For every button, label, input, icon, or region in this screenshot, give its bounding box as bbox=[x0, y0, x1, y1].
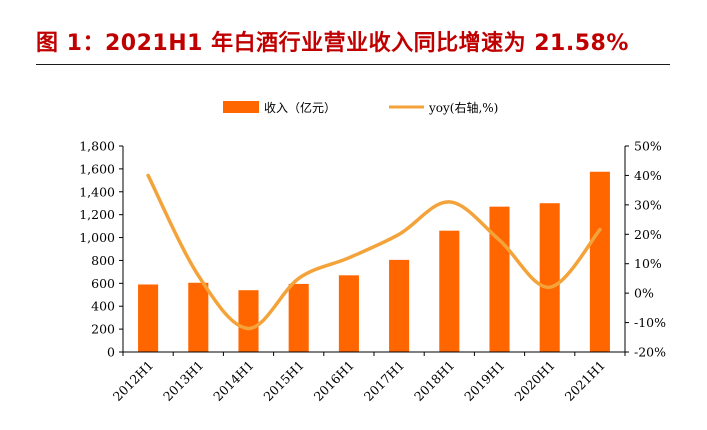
right-tick-label: -10% bbox=[634, 315, 666, 330]
x-tick-label: 2014H1 bbox=[210, 358, 256, 404]
bar-2015H1 bbox=[288, 283, 309, 352]
yoy-line bbox=[146, 173, 602, 331]
left-tick-label: 0 bbox=[107, 345, 115, 360]
left-tick-label: 1,600 bbox=[79, 161, 115, 176]
bar-2020H1 bbox=[539, 203, 560, 352]
left-tick-label: 1,000 bbox=[79, 230, 115, 245]
legend-line-label: yoy(右轴,%) bbox=[428, 100, 498, 115]
bar-2018H1 bbox=[439, 230, 460, 352]
bar-2017H1 bbox=[389, 259, 410, 352]
legend-bar-swatch bbox=[223, 101, 259, 113]
bar-2013H1 bbox=[188, 282, 209, 352]
left-tick-label: 600 bbox=[91, 276, 115, 291]
x-tick-label: 2018H1 bbox=[411, 358, 457, 404]
left-tick-label: 1,400 bbox=[79, 184, 115, 199]
right-tick-label: 40% bbox=[634, 168, 662, 183]
bar-2016H1 bbox=[338, 275, 359, 352]
x-tick-label: 2013H1 bbox=[160, 358, 206, 404]
x-tick-label: 2019H1 bbox=[461, 358, 507, 404]
right-tick-label: 10% bbox=[634, 256, 662, 271]
bar-2012H1 bbox=[138, 284, 159, 352]
right-tick-label: 50% bbox=[634, 139, 662, 154]
bar-2014H1 bbox=[238, 290, 259, 352]
legend-bar-label: 收入（亿元） bbox=[264, 100, 336, 115]
left-tick-label: 1,200 bbox=[79, 207, 115, 222]
left-tick-label: 200 bbox=[91, 322, 115, 337]
right-tick-label: 20% bbox=[634, 227, 662, 242]
right-tick-label: -20% bbox=[634, 345, 666, 360]
bar-2021H1 bbox=[589, 171, 610, 352]
title-divider bbox=[36, 64, 670, 65]
bar-2019H1 bbox=[489, 206, 510, 352]
x-tick-label: 2012H1 bbox=[110, 358, 156, 404]
x-tick-label: 2021H1 bbox=[562, 358, 608, 404]
right-tick-label: 30% bbox=[634, 197, 662, 212]
left-tick-label: 400 bbox=[91, 299, 115, 314]
x-tick-label: 2016H1 bbox=[311, 358, 357, 404]
x-tick-label: 2015H1 bbox=[260, 358, 306, 404]
right-tick-label: 0% bbox=[634, 286, 654, 301]
x-tick-label: 2017H1 bbox=[361, 358, 407, 404]
left-tick-label: 1,800 bbox=[79, 139, 115, 154]
left-tick-label: 800 bbox=[91, 253, 115, 268]
figure-title: 图 1：2021H1 年白酒行业营业收入同比增速为 21.58% bbox=[36, 31, 629, 56]
x-tick-label: 2020H1 bbox=[511, 358, 557, 404]
